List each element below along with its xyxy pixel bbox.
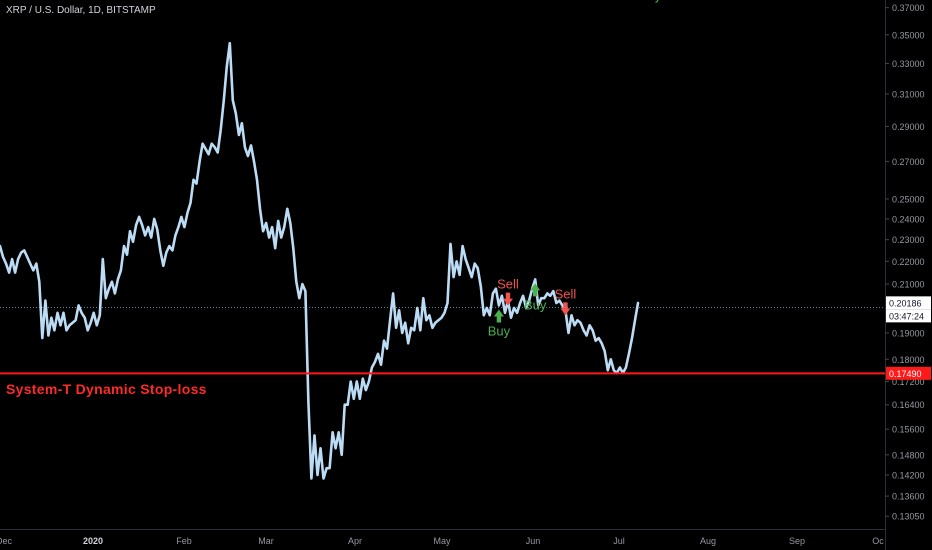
current-price-tag	[886, 296, 931, 310]
price-axis-label: 0.14800	[892, 450, 925, 460]
buy-signal-label: Buy	[488, 323, 511, 338]
sell-arrow-icon	[502, 292, 513, 306]
time-axis-label: Oc	[872, 536, 884, 546]
countdown-tag	[886, 309, 931, 323]
trade-signals: Buy Sell Buy Sell Buy	[488, 0, 662, 338]
time-axis-label: 2020	[83, 536, 103, 546]
time-axis-label: Mar	[258, 536, 274, 546]
price-axis-label: 0.33000	[892, 59, 925, 69]
stop-loss-label: System-T Dynamic Stop-loss	[6, 381, 207, 397]
price-axis-label: 0.13050	[892, 512, 925, 522]
symbol-label: XRP / U.S. Dollar, 1D, BITSTAMP	[6, 5, 156, 16]
time-axis-label: Feb	[176, 536, 192, 546]
time-axis[interactable]: Dec 2020 Feb Mar Apr May Jun Jul Aug Sep Oc	[0, 536, 884, 546]
buy-signal-label: Buy	[524, 297, 547, 312]
time-axis-label: Dec	[0, 536, 12, 546]
price-axis-label: 0.24000	[892, 214, 925, 224]
buy-signal-label: Buy	[639, 0, 662, 3]
price-axis-label: 0.27000	[892, 157, 925, 167]
price-axis-label: 0.25000	[892, 194, 925, 204]
price-axis-label: 0.35000	[892, 30, 925, 40]
price-axis-label: 0.19000	[892, 328, 925, 338]
stop-loss-tag	[886, 366, 931, 380]
time-axis-label: Jun	[526, 536, 541, 546]
price-axis-label: 0.16400	[892, 400, 925, 410]
buy-arrow-icon	[530, 283, 541, 297]
countdown-value: 03:47:24	[889, 311, 924, 321]
sell-arrow-icon	[560, 302, 571, 316]
price-series	[0, 41, 640, 480]
buy-arrow-icon	[493, 309, 504, 323]
current-price-value: 0.20186	[889, 298, 922, 308]
time-axis-label: Aug	[700, 536, 716, 546]
price-axis-label: 0.14200	[892, 471, 925, 481]
price-axis-label: 0.18000	[892, 355, 925, 365]
price-axis[interactable]: 0.37000 0.35000 0.33000 0.31000 0.29000 0.270…	[885, 3, 925, 522]
price-axis-label: 0.17200	[892, 377, 925, 387]
price-axis-label: 0.13600	[892, 492, 925, 502]
time-axis-label: Jul	[613, 536, 625, 546]
price-axis-label: 0.23000	[892, 235, 925, 245]
time-axis-label: Apr	[348, 536, 362, 546]
price-axis-label: 0.37000	[892, 3, 925, 13]
price-line	[0, 41, 640, 480]
time-axis-label: May	[433, 536, 451, 546]
price-axis-label: 0.29000	[892, 122, 925, 132]
stop-loss-value: 0.17490	[889, 369, 922, 379]
price-tags: 0.20186 03:47:24 0.17490	[886, 296, 931, 380]
time-axis-label: Sep	[789, 536, 805, 546]
sell-signal-label: Sell	[555, 286, 577, 301]
price-axis-label: 0.15600	[892, 425, 925, 435]
price-axis-label: 0.22000	[892, 257, 925, 267]
sell-signal-label: Sell	[497, 277, 519, 292]
price-axis-label: 0.21000	[892, 280, 925, 290]
price-axis-label: 0.31000	[892, 89, 925, 99]
